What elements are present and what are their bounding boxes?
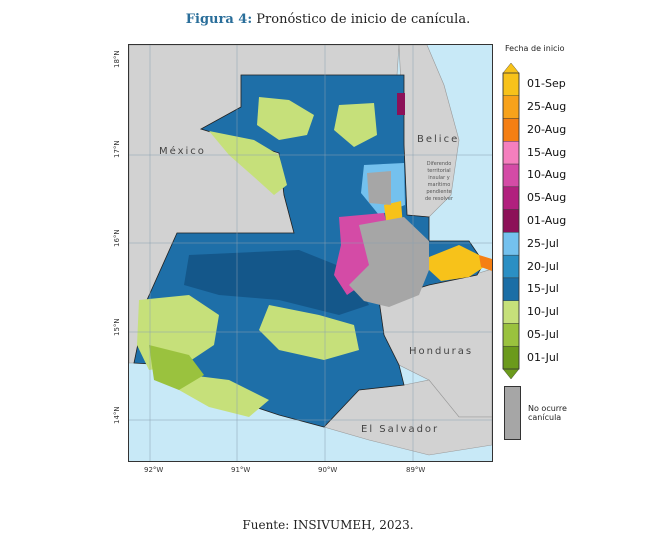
legend-swatch xyxy=(502,141,520,165)
disputed-line-2: territorial xyxy=(427,168,450,174)
disputed-line-3: insular y xyxy=(428,175,449,181)
legend-label: 10-Jul xyxy=(527,305,559,319)
figure-label: Figura 4: xyxy=(185,12,253,27)
lat-label-14: 14°N xyxy=(113,406,121,424)
legend-label: 05-Aug xyxy=(527,191,567,205)
lon-label-89: 89°W xyxy=(406,466,426,474)
legend-frame xyxy=(502,72,520,370)
zone-01-sep-east xyxy=(429,245,487,281)
zone-no-canicula-izabal xyxy=(349,217,429,307)
legend-label: 20-Jul xyxy=(527,259,559,273)
lat-label-18: 18°N xyxy=(113,50,121,68)
legend-swatches xyxy=(502,63,520,379)
legend-swatch xyxy=(502,323,520,347)
legend-swatch xyxy=(502,95,520,119)
legend-swatch xyxy=(502,63,520,96)
map-canvas: México Belice Honduras El Salvador Difer… xyxy=(129,45,492,461)
lon-label-90: 90°W xyxy=(318,466,338,474)
guatemala-land xyxy=(133,74,485,428)
zone-10-jul-north xyxy=(257,97,314,140)
legend-swatch xyxy=(502,118,520,142)
zone-05-jul xyxy=(149,345,204,390)
figure-caption: Figura 4: Pronóstico de inicio de canícu… xyxy=(0,12,656,27)
legend-swatch xyxy=(502,186,520,210)
lon-label-92: 92°W xyxy=(144,466,164,474)
legend-swatch xyxy=(502,163,520,188)
legend-label: 25-Jul xyxy=(527,236,559,250)
legend-swatch xyxy=(502,346,520,379)
lat-label-17: 17°N xyxy=(113,140,121,158)
legend-label: 05-Jul xyxy=(527,327,559,341)
legend-label: 01-Aug xyxy=(527,214,567,227)
graticule xyxy=(129,45,492,461)
legend-swatch xyxy=(502,232,520,256)
lat-label-15: 15°N xyxy=(113,318,121,336)
no-canicula-label-line1: No ocurre xyxy=(528,404,567,413)
no-canicula-swatch xyxy=(504,386,521,440)
label-belice: Belice xyxy=(417,134,459,145)
legend-label: 25-Aug xyxy=(527,100,567,114)
source-note: Fuente: INSIVUMEH, 2023. xyxy=(242,518,414,532)
zone-no-canicula-north xyxy=(367,171,391,205)
zone-10-jul-south xyxy=(179,375,269,417)
zone-10-jul-nw xyxy=(209,131,287,195)
disputed-line-6: de resolver xyxy=(425,196,454,202)
figure-title: Pronóstico de inicio de canícula. xyxy=(256,12,471,27)
label-el-salvador: El Salvador xyxy=(361,424,439,435)
label-mexico: México xyxy=(159,145,206,157)
legend-label: 01-Sep xyxy=(527,77,566,91)
zone-20-aug xyxy=(479,255,492,271)
legend-label: 10-Aug xyxy=(527,168,567,182)
disputed-line-1: Diferendo xyxy=(427,161,452,167)
legend-label: 01-Jul xyxy=(527,350,559,364)
zone-10-jul-east xyxy=(334,103,377,147)
legend-title: Fecha de inicio xyxy=(505,44,565,53)
zone-01-aug xyxy=(397,93,405,115)
legend-swatch xyxy=(502,300,520,324)
zone-15-jul xyxy=(184,250,369,315)
legend-label: 20-Aug xyxy=(527,122,567,136)
no-canicula-label: No ocurre canícula xyxy=(528,404,567,422)
disputed-line-4: marítimo xyxy=(428,181,451,188)
legend-swatch xyxy=(502,209,520,233)
lat-label-16: 16°N xyxy=(113,229,121,247)
disputed-line-5: pendiente xyxy=(426,189,451,195)
legend-colorbar xyxy=(502,63,520,379)
legend-label: 15-Jul xyxy=(527,282,559,296)
legend-swatch xyxy=(502,277,520,301)
legend-label: 15-Aug xyxy=(527,145,567,159)
legend-swatch xyxy=(502,254,520,279)
no-canicula-label-line2: canícula xyxy=(528,413,562,422)
label-honduras: Honduras xyxy=(409,346,473,357)
forecast-map: México Belice Honduras El Salvador Difer… xyxy=(128,44,493,462)
zone-10-jul-central xyxy=(259,305,359,360)
disputed-territory-note: Diferendo territorial insular y marítimo… xyxy=(425,161,454,202)
lon-label-91: 91°W xyxy=(231,466,251,474)
